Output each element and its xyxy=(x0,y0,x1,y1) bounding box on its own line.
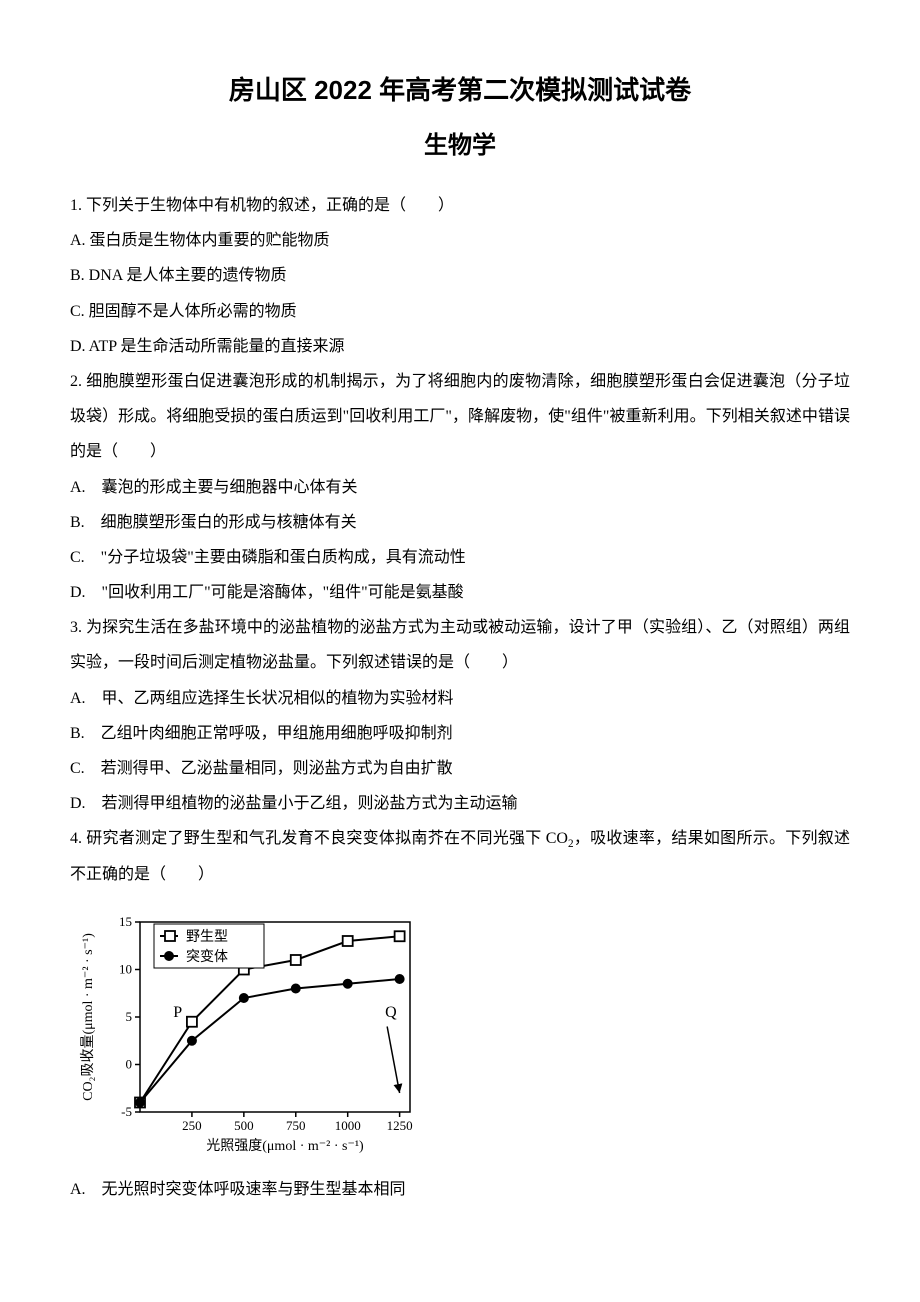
svg-text:野生型: 野生型 xyxy=(186,929,228,945)
q3-opt-d: D. 若测得甲组植物的泌盐量小于乙组，则泌盐方式为主动运输 xyxy=(70,786,850,821)
q3-opt-a: A. 甲、乙两组应选择生长状况相似的植物为实验材料 xyxy=(70,681,850,716)
svg-text:5: 5 xyxy=(126,1009,133,1024)
q1-opt-a: A. 蛋白质是生物体内重要的贮能物质 xyxy=(70,223,850,258)
svg-text:0: 0 xyxy=(126,1057,133,1072)
q2-opt-a: A. 囊泡的形成主要与细胞器中心体有关 xyxy=(70,470,850,505)
line-chart-svg: -5 0 5 10 15 250 500 750 1000 1250 光照强度(μmol · m⁻²… xyxy=(70,902,430,1162)
q3-opt-b: B. 乙组叶肉细胞正常呼吸，甲组施用细胞呼吸抑制剂 xyxy=(70,716,850,751)
svg-text:750: 750 xyxy=(286,1118,306,1133)
q2-opt-d: D. "回收利用工厂"可能是溶酶体，"组件"可能是氨基酸 xyxy=(70,575,850,610)
q4-stem-prefix: 4. 研究者测定了野生型和气孔发育不良突变体拟南芥在不同光强下 CO xyxy=(70,830,568,847)
q3-opt-c: C. 若测得甲、乙泌盐量相同，则泌盐方式为自由扩散 xyxy=(70,751,850,786)
svg-text:P: P xyxy=(173,1004,182,1021)
q2-opt-b: B. 细胞膜塑形蛋白的形成与核糖体有关 xyxy=(70,505,850,540)
svg-text:10: 10 xyxy=(119,962,132,977)
q1-opt-c: C. 胆固醇不是人体所必需的物质 xyxy=(70,294,850,329)
svg-text:光照强度(μmol · m⁻² · s⁻¹): 光照强度(μmol · m⁻² · s⁻¹) xyxy=(206,1138,364,1154)
svg-text:CO₂吸收量(μmol · m⁻² · s⁻¹): CO₂吸收量(μmol · m⁻² · s⁻¹) xyxy=(80,933,96,1101)
q2-stem: 2. 细胞膜塑形蛋白促进囊泡形成的机制揭示，为了将细胞内的废物清除，细胞膜塑形蛋… xyxy=(70,364,850,470)
page-subtitle: 生物学 xyxy=(70,125,850,160)
svg-text:500: 500 xyxy=(234,1118,254,1133)
q3-stem: 3. 为探究生活在多盐环境中的泌盐植物的泌盐方式为主动或被动运输，设计了甲（实验… xyxy=(70,610,850,680)
svg-text:15: 15 xyxy=(119,914,132,929)
q4-opt-a: A. 无光照时突变体呼吸速率与野生型基本相同 xyxy=(70,1172,850,1207)
svg-text:250: 250 xyxy=(182,1118,202,1133)
q2-opt-c: C. "分子垃圾袋"主要由磷脂和蛋白质构成，具有流动性 xyxy=(70,540,850,575)
q4-chart: -5 0 5 10 15 250 500 750 1000 1250 光照强度(μmol · m⁻²… xyxy=(70,902,850,1162)
svg-text:1000: 1000 xyxy=(335,1118,361,1133)
svg-text:1250: 1250 xyxy=(387,1118,413,1133)
svg-text:突变体: 突变体 xyxy=(186,949,228,965)
q1-stem: 1. 下列关于生物体中有机物的叙述，正确的是（ ） xyxy=(70,188,850,223)
svg-text:-5: -5 xyxy=(121,1104,132,1119)
page-title: 房山区 2022 年高考第二次模拟测试试卷 xyxy=(70,70,850,107)
q1-opt-d: D. ATP 是生命活动所需能量的直接来源 xyxy=(70,329,850,364)
svg-text:Q: Q xyxy=(385,1004,397,1021)
q1-opt-b: B. DNA 是人体主要的遗传物质 xyxy=(70,258,850,293)
q4-stem: 4. 研究者测定了野生型和气孔发育不良突变体拟南芥在不同光强下 CO2，吸收速率… xyxy=(70,821,850,892)
